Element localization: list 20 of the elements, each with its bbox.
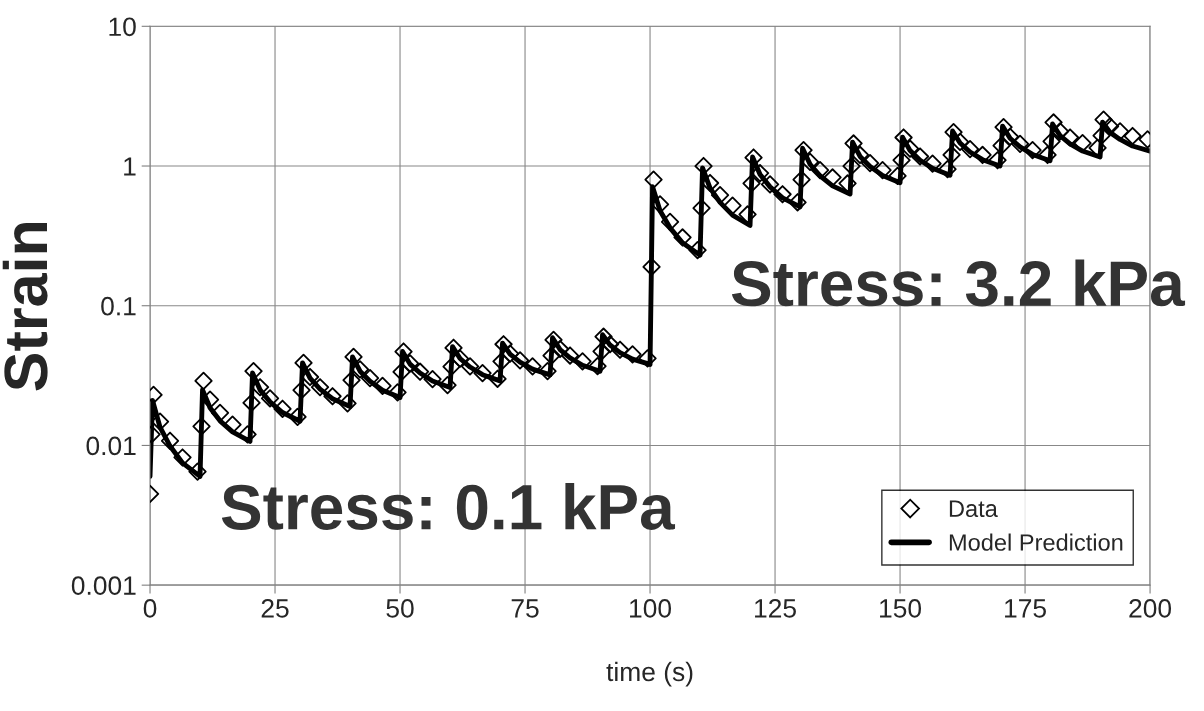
x-tick-label: 50 bbox=[386, 599, 414, 618]
x-tick-label: 150 bbox=[880, 599, 922, 618]
y-axis-title: Strain bbox=[2, 222, 48, 391]
y-tick-label: 0.1 bbox=[101, 296, 136, 316]
y-tick-label: 10 bbox=[109, 17, 136, 37]
legend-label: Model Prediction bbox=[949, 533, 1123, 551]
x-tick-label: 125 bbox=[755, 599, 796, 618]
y-tick-label: 1 bbox=[124, 157, 136, 176]
x-axis-title: time (s) bbox=[606, 661, 693, 687]
annotation: Stress: 3.2 kPa bbox=[731, 259, 1186, 307]
x-tick-label: 100 bbox=[630, 599, 672, 618]
legend-label: Data bbox=[949, 500, 998, 518]
y-tick-label: 0.001 bbox=[71, 576, 136, 595]
x-tick-label: 75 bbox=[511, 599, 539, 618]
x-tick-label: 25 bbox=[261, 599, 289, 618]
annotation: Stress: 0.1 kPa bbox=[221, 482, 676, 530]
x-tick-label: 175 bbox=[1005, 599, 1046, 618]
y-tick-label: 0.01 bbox=[86, 436, 136, 456]
x-tick-label: 200 bbox=[1129, 599, 1172, 618]
x-tick-label: 0 bbox=[143, 599, 157, 618]
